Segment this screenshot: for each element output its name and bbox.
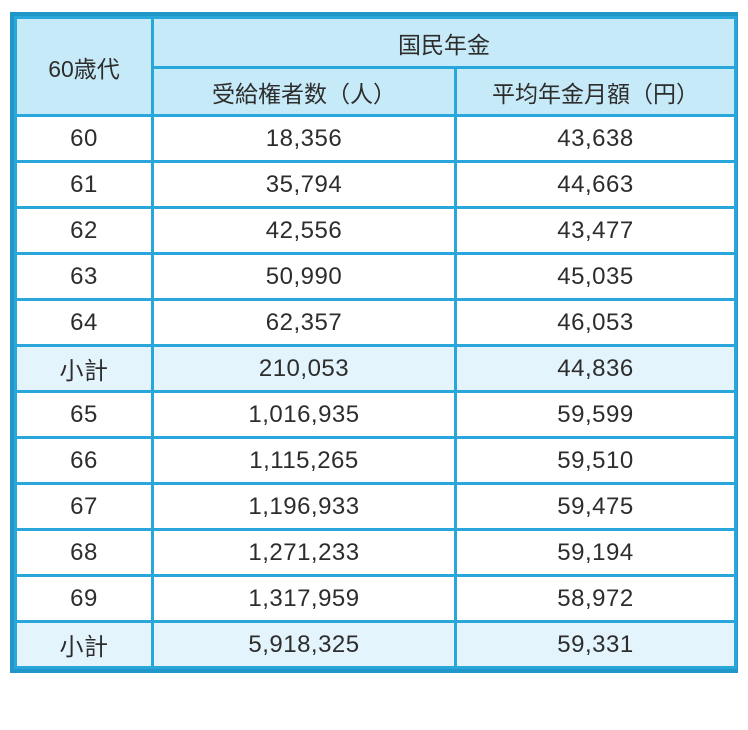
average-monthly-cell: 45,035 — [454, 252, 737, 301]
average-monthly-cell: 59,331 — [454, 620, 737, 669]
header-row-group: 60歳代 国民年金 — [14, 16, 737, 117]
average-monthly-cell: 58,972 — [454, 574, 737, 623]
recipients-cell: 1,271,233 — [151, 528, 457, 577]
age-cell: 66 — [14, 436, 154, 485]
table-row: 67 1,196,933 59,475 — [14, 482, 737, 531]
age-group-corner-header: 60歳代 — [14, 16, 154, 117]
age-cell: 小計 — [14, 620, 154, 669]
table-row: 65 1,016,935 59,599 — [14, 390, 737, 439]
average-monthly-cell: 46,053 — [454, 298, 737, 347]
average-monthly-cell: 59,194 — [454, 528, 737, 577]
age-cell: 60 — [14, 114, 154, 163]
recipients-cell: 1,317,959 — [151, 574, 457, 623]
table-row: 63 50,990 45,035 — [14, 252, 737, 301]
col-header-average-monthly: 平均年金月額（円） — [454, 66, 737, 117]
recipients-cell: 1,016,935 — [151, 390, 457, 439]
average-monthly-cell: 59,599 — [454, 390, 737, 439]
table-row: 62 42,556 43,477 — [14, 206, 737, 255]
recipients-cell: 1,115,265 — [151, 436, 457, 485]
recipients-cell: 5,918,325 — [151, 620, 457, 669]
recipients-cell: 18,356 — [151, 114, 457, 163]
table-row: 68 1,271,233 59,194 — [14, 528, 737, 577]
age-cell: 小計 — [14, 344, 154, 393]
average-monthly-cell: 44,836 — [454, 344, 737, 393]
subtotal-row: 小計 5,918,325 59,331 — [14, 620, 737, 669]
col-header-recipients: 受給権者数（人） — [151, 66, 457, 117]
age-cell: 63 — [14, 252, 154, 301]
age-cell: 67 — [14, 482, 154, 531]
age-cell: 62 — [14, 206, 154, 255]
table-row: 64 62,357 46,053 — [14, 298, 737, 347]
recipients-cell: 210,053 — [151, 344, 457, 393]
age-cell: 69 — [14, 574, 154, 623]
table-row: 66 1,115,265 59,510 — [14, 436, 737, 485]
age-cell: 68 — [14, 528, 154, 577]
age-cell: 61 — [14, 160, 154, 209]
recipients-cell: 35,794 — [151, 160, 457, 209]
table-row: 69 1,317,959 58,972 — [14, 574, 737, 623]
average-monthly-cell: 44,663 — [454, 160, 737, 209]
table-header: 60歳代 国民年金 受給権者数（人） 平均年金月額（円） — [14, 16, 737, 117]
subtotal-row: 小計 210,053 44,836 — [14, 344, 737, 393]
national-pension-group-header: 国民年金 — [151, 16, 737, 69]
pension-table: 60歳代 国民年金 受給権者数（人） 平均年金月額（円） 60 18,356 43,… — [14, 16, 737, 669]
table-body: 60 18,356 43,638 61 35,794 44,663 62 42,556 43,4… — [14, 114, 737, 669]
table-row: 61 35,794 44,663 — [14, 160, 737, 209]
pension-table-container: 60歳代 国民年金 受給権者数（人） 平均年金月額（円） 60 18,356 43,… — [10, 12, 738, 673]
recipients-cell: 1,196,933 — [151, 482, 457, 531]
recipients-cell: 42,556 — [151, 206, 457, 255]
average-monthly-cell: 43,477 — [454, 206, 737, 255]
header-row-sub: 受給権者数（人） 平均年金月額（円） — [16, 66, 737, 117]
age-cell: 65 — [14, 390, 154, 439]
recipients-cell: 50,990 — [151, 252, 457, 301]
average-monthly-cell: 59,510 — [454, 436, 737, 485]
age-cell: 64 — [14, 298, 154, 347]
average-monthly-cell: 43,638 — [454, 114, 737, 163]
recipients-cell: 62,357 — [151, 298, 457, 347]
table-row: 60 18,356 43,638 — [14, 114, 737, 163]
average-monthly-cell: 59,475 — [454, 482, 737, 531]
